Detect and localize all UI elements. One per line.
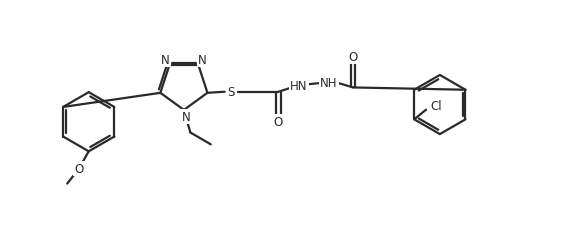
Text: N: N bbox=[198, 54, 206, 67]
Text: O: O bbox=[75, 162, 84, 175]
Text: S: S bbox=[227, 86, 235, 99]
Text: NH: NH bbox=[320, 76, 337, 89]
Text: N: N bbox=[182, 110, 190, 123]
Text: Cl: Cl bbox=[430, 100, 442, 113]
Text: HN: HN bbox=[290, 79, 308, 92]
Text: O: O bbox=[348, 51, 358, 64]
Text: O: O bbox=[274, 115, 283, 128]
Text: N: N bbox=[161, 54, 170, 67]
